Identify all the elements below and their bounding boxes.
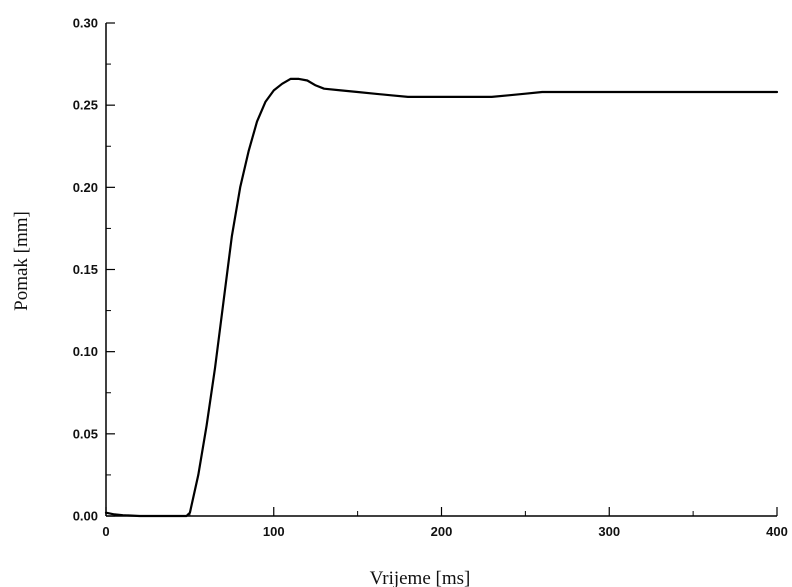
y-tick-label: 0.30	[73, 16, 98, 31]
x-tick-label: 400	[766, 524, 788, 539]
y-tick-label: 0.20	[73, 180, 98, 195]
y-tick-label: 0.15	[73, 262, 98, 277]
y-tick-label: 0.25	[73, 98, 98, 113]
y-tick-label: 0.05	[73, 426, 98, 441]
y-tick-label: 0.10	[73, 344, 98, 359]
chart-plot-area	[104, 77, 779, 518]
x-tick-label: 300	[598, 524, 620, 539]
y-axis-label: Pomak [mm]	[11, 211, 32, 311]
series-line	[104, 77, 779, 518]
x-axis-label: Vrijeme [ms]	[370, 568, 471, 587]
y-tick-label: 0.00	[73, 509, 98, 524]
x-tick-label: 100	[263, 524, 285, 539]
x-tick-label: 0	[102, 524, 109, 539]
x-tick-label: 200	[431, 524, 453, 539]
chart-ticks: 0.00 0.05 0.10 0.15 0.20 0.25 0.30 0 100 200 300 40…	[73, 16, 788, 540]
